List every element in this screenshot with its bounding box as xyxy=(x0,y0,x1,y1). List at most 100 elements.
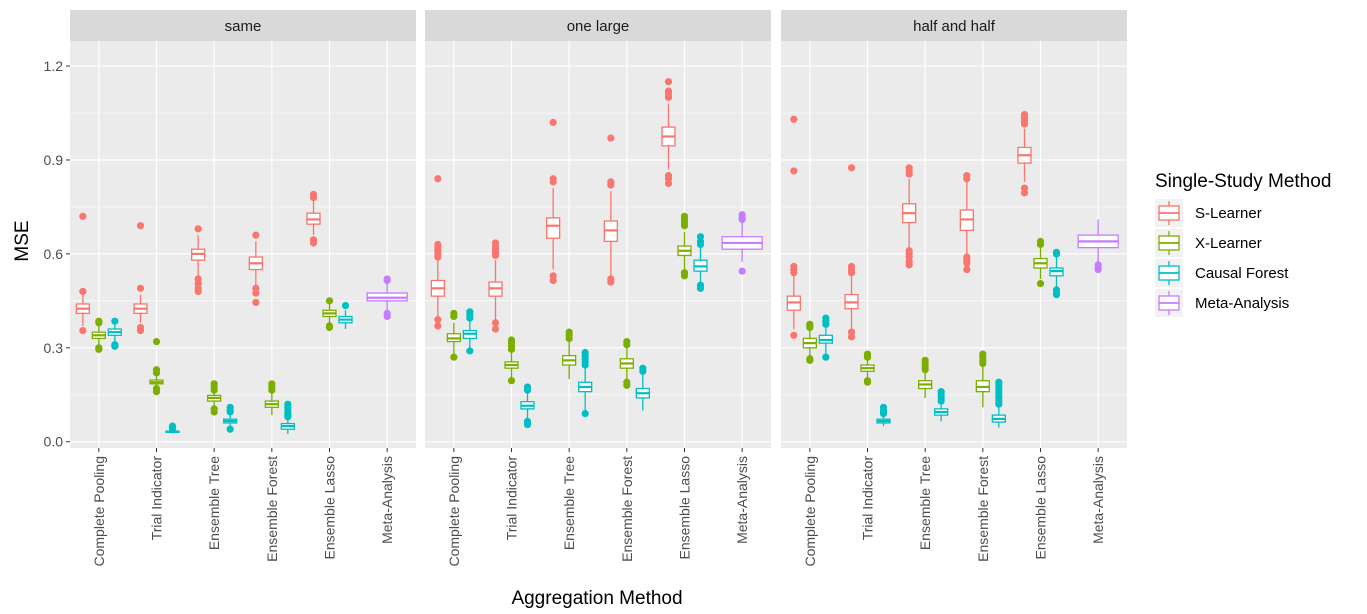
box-s-learner-complete-pooling xyxy=(430,175,445,330)
outlier-point xyxy=(1020,189,1029,197)
outlier-point xyxy=(152,369,161,377)
outlier-point xyxy=(847,333,856,341)
outlier-point xyxy=(581,409,589,418)
legend-entries: S-Learner X-Learner Causal Forest Meta-Anal… xyxy=(1155,199,1289,317)
box-x-learner-ensemble-tree xyxy=(207,380,222,416)
outlier-point xyxy=(79,326,87,335)
panel-half-and-half: half and half Complete Pooling Trial Indic… xyxy=(781,10,1127,567)
x-tick-label: Trial Indicator xyxy=(149,456,165,541)
box-causal-forest-ensemble-tree xyxy=(578,348,593,418)
outlier-point xyxy=(341,301,350,310)
x-tick-label: Ensemble Tree xyxy=(206,456,222,550)
outlier-point xyxy=(738,215,746,224)
box-body xyxy=(546,217,561,239)
box-s-learner-ensemble-forest xyxy=(959,172,974,274)
x-tick-label: Complete Pooling xyxy=(802,456,818,567)
outlier-point xyxy=(607,278,615,286)
outlier-point xyxy=(905,170,913,178)
outlier-point xyxy=(664,78,673,86)
x-tick-label: Complete Pooling xyxy=(446,456,462,567)
strip-same xyxy=(70,10,416,41)
x-tick-label: Ensemble Forest xyxy=(975,456,991,562)
outlier-point xyxy=(491,251,500,260)
outlier-point xyxy=(252,298,260,307)
outlier-point xyxy=(549,178,557,186)
x-tick-label: Ensemble Tree xyxy=(561,456,577,550)
outlier-point xyxy=(790,167,798,175)
box-x-learner-ensemble-forest xyxy=(975,350,990,408)
outlier-point xyxy=(268,386,276,394)
panel-same: same Complete Pooling Trial Indicator Ensem… xyxy=(70,10,416,567)
y-tick-label: 0.0 xyxy=(44,434,64,450)
outlier-point xyxy=(284,413,292,421)
x-tick-label: Complete Pooling xyxy=(91,456,107,567)
box-s-learner-ensemble-lasso xyxy=(1017,110,1032,197)
legend-item-causal-forest: Causal Forest xyxy=(1155,259,1289,287)
x-tick-label: Trial Indicator xyxy=(860,456,876,541)
outlier-point xyxy=(790,115,798,123)
x-tick-label: Meta-Analysis xyxy=(379,456,395,544)
outlier-point xyxy=(210,386,218,394)
outlier-point xyxy=(664,93,673,101)
outlier-point xyxy=(963,259,971,267)
box-causal-forest-trial-indicator xyxy=(165,422,180,434)
outlier-point xyxy=(696,240,705,249)
x-tick-label: Meta-Analysis xyxy=(734,456,750,544)
legend-label: Meta-Analysis xyxy=(1195,295,1289,312)
outlier-point xyxy=(79,287,87,296)
box-x-learner-trial-indicator xyxy=(860,350,875,386)
outlier-point xyxy=(1052,290,1061,299)
y-axis: 0.0 0.3 0.6 0.9 1.2 xyxy=(44,58,70,450)
outlier-point xyxy=(696,284,705,292)
outlier-point xyxy=(738,267,746,275)
outlier-point xyxy=(979,359,987,368)
legend-item-x-learner: X-Learner xyxy=(1155,229,1262,257)
outlier-point xyxy=(549,276,557,285)
box-x-learner-complete-pooling xyxy=(91,317,106,353)
outlier-point xyxy=(383,276,391,285)
outlier-point xyxy=(680,222,689,230)
x-tick-label: Ensemble Lasso xyxy=(1033,456,1049,560)
box-x-learner-ensemble-forest xyxy=(264,380,279,416)
outlier-point xyxy=(111,342,119,350)
outlier-point xyxy=(963,265,971,274)
box-causal-forest-ensemble-forest xyxy=(991,378,1006,428)
box-causal-forest-ensemble-forest xyxy=(280,400,295,434)
outlier-point xyxy=(1094,265,1102,274)
panel-one-large: one large Complete Pooling Trial Indicator… xyxy=(425,10,771,567)
outlier-point xyxy=(111,317,119,325)
outlier-point xyxy=(822,353,830,361)
outlier-point xyxy=(822,320,830,328)
legend-label: X-Learner xyxy=(1195,235,1262,252)
x-tick-label: Ensemble Lasso xyxy=(322,456,338,560)
outlier-point xyxy=(863,353,872,361)
y-axis-title: MSE xyxy=(12,220,33,261)
box-x-learner-ensemble-tree xyxy=(562,328,577,380)
outlier-point xyxy=(466,347,474,355)
strip-one-large xyxy=(425,10,771,41)
outlier-point xyxy=(194,225,202,233)
outlier-point xyxy=(434,175,442,183)
outlier-point xyxy=(1052,250,1061,258)
outlier-point xyxy=(95,345,103,353)
y-tick-label: 0.6 xyxy=(44,246,64,262)
outlier-point xyxy=(879,409,888,418)
outlier-point xyxy=(790,269,798,277)
box-x-learner-ensemble-lasso xyxy=(1033,237,1048,288)
outlier-point xyxy=(1036,280,1045,288)
outlier-point xyxy=(226,408,234,416)
x-tick-label: Ensemble Lasso xyxy=(677,456,693,560)
box-s-learner-complete-pooling xyxy=(75,212,90,335)
outlier-point xyxy=(806,356,814,364)
outlier-point xyxy=(905,261,913,269)
outlier-point xyxy=(680,272,689,280)
outlier-point xyxy=(623,381,631,389)
outlier-point xyxy=(549,118,557,126)
outlier-point xyxy=(136,222,145,230)
panels-layer: same Complete Pooling Trial Indicator Ensem… xyxy=(70,10,1127,567)
box-causal-forest-complete-pooling xyxy=(107,317,122,350)
y-tick-label: 1.2 xyxy=(44,58,64,74)
box-s-learner-ensemble-lasso xyxy=(661,78,676,188)
box-x-learner-ensemble-lasso xyxy=(322,297,337,332)
strip-label: half and half xyxy=(913,18,996,35)
